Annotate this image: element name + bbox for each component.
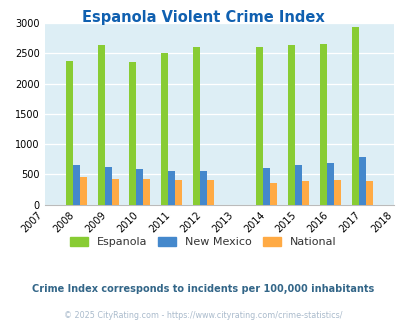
Bar xyxy=(294,165,301,205)
Legend: Espanola, New Mexico, National: Espanola, New Mexico, National xyxy=(65,233,340,252)
Text: Espanola Violent Crime Index: Espanola Violent Crime Index xyxy=(81,10,324,25)
Bar xyxy=(98,46,104,205)
Text: © 2025 CityRating.com - https://www.cityrating.com/crime-statistics/: © 2025 CityRating.com - https://www.city… xyxy=(64,311,341,320)
Bar xyxy=(129,62,136,205)
Bar xyxy=(256,47,263,205)
Bar xyxy=(207,181,213,205)
Bar xyxy=(66,61,73,205)
Bar xyxy=(351,27,358,205)
Bar xyxy=(80,177,87,205)
Bar xyxy=(270,182,277,205)
Bar xyxy=(333,180,340,205)
Bar xyxy=(326,163,333,205)
Bar xyxy=(111,179,118,205)
Bar xyxy=(161,53,168,205)
Bar xyxy=(288,45,294,205)
Bar xyxy=(358,157,364,205)
Bar xyxy=(73,165,80,205)
Bar xyxy=(319,44,326,205)
Bar xyxy=(364,181,372,205)
Bar xyxy=(199,171,207,205)
Bar xyxy=(104,167,111,205)
Bar xyxy=(263,168,270,205)
Bar xyxy=(192,47,199,205)
Bar xyxy=(168,171,175,205)
Bar xyxy=(301,181,308,205)
Text: Crime Index corresponds to incidents per 100,000 inhabitants: Crime Index corresponds to incidents per… xyxy=(32,284,373,294)
Bar xyxy=(175,181,182,205)
Bar xyxy=(143,180,150,205)
Bar xyxy=(136,169,143,205)
